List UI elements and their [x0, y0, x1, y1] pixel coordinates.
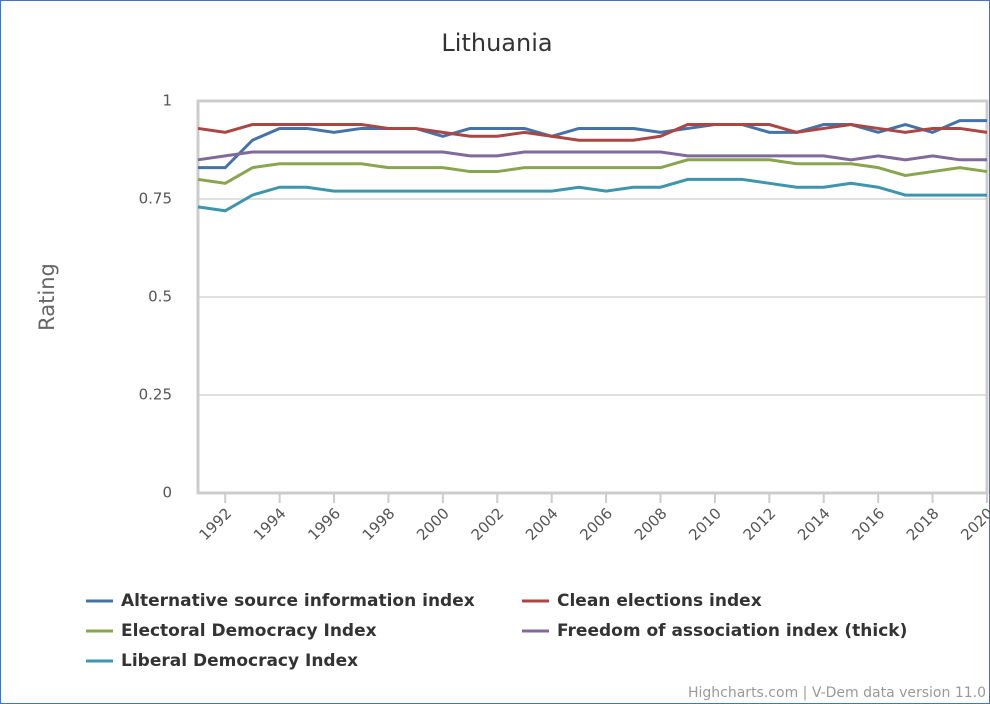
chart-title: Lithuania — [441, 29, 552, 57]
series-line — [197, 177, 987, 213]
y-tick-label: 1 — [162, 92, 172, 110]
y-tick-label: 0.5 — [148, 288, 172, 306]
y-tick-label: 0.25 — [139, 386, 172, 404]
legend-label: Electoral Democracy Index — [121, 621, 377, 641]
plot-border — [196, 99, 989, 495]
y-tick-label: 0 — [162, 484, 172, 502]
y-axis-label: Rating — [35, 263, 59, 331]
series-line — [197, 158, 988, 185]
series-line — [197, 150, 987, 162]
credits: Highcharts.com | V-Dem data version 11.0 — [688, 685, 986, 701]
legend-label: Clean elections index — [557, 591, 762, 611]
series-line — [197, 123, 988, 142]
legend-label: Liberal Democracy Index — [121, 651, 358, 671]
legend-label: Alternative source information index — [121, 591, 475, 611]
legend-label: Freedom of association index (thick) — [557, 621, 907, 641]
y-tick-label: 0.75 — [139, 190, 172, 208]
